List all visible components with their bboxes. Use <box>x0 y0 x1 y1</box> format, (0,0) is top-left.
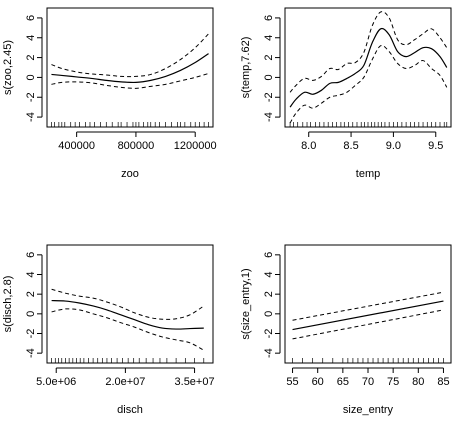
x-tick-label: 5.0e+06 <box>36 376 76 388</box>
x-tick-label: 70 <box>362 376 374 388</box>
y-tick-label: -2 <box>25 92 37 102</box>
plot-frame <box>46 244 214 364</box>
upper-confidence-band <box>292 291 444 321</box>
y-tick-label: 2 <box>25 55 37 61</box>
panel-temp: 8.0 8.5 9.0 9.5 -4 -2 0 2 4 6 temp s(temp,7.62) <box>240 7 452 180</box>
y-tick-label: 6 <box>263 252 275 258</box>
x-tick-label: 9.5 <box>428 140 443 152</box>
x-tick-label: 1200000 <box>174 140 217 152</box>
x-tick-label: 55 <box>286 376 298 388</box>
lower-confidence-band <box>51 72 209 89</box>
x-tick-label: 60 <box>312 376 324 388</box>
plot-area <box>51 33 209 89</box>
y-tick-label: -2 <box>263 329 275 339</box>
y-tick-label: 2 <box>263 55 275 61</box>
y-tick-label: -2 <box>263 92 275 102</box>
x-tick-label: 8.0 <box>301 140 316 152</box>
plot-area <box>292 291 444 340</box>
y-tick-label: -4 <box>25 348 37 358</box>
upper-confidence-band <box>51 288 205 320</box>
y-tick-label: 6 <box>25 252 37 258</box>
x-axis-title: size_entry <box>343 404 394 416</box>
y-axis-title: s(disch,2.8) <box>2 276 14 333</box>
upper-confidence-band <box>51 33 209 78</box>
x-axis-title: zoo <box>121 168 139 180</box>
y-tick-label: 2 <box>25 291 37 297</box>
y-tick-label: -4 <box>25 112 37 122</box>
upper-confidence-band <box>289 11 448 93</box>
x-tick-label: 800000 <box>118 140 155 152</box>
y-tick-label: 2 <box>263 291 275 297</box>
lower-confidence-band <box>292 309 444 340</box>
y-tick-label: 6 <box>263 15 275 21</box>
x-tick-label: 75 <box>387 376 399 388</box>
rug <box>292 358 444 363</box>
y-tick-label: 4 <box>263 271 275 277</box>
x-tick-label: 2.0e+07 <box>105 376 145 388</box>
plot-frame <box>284 7 452 128</box>
x-tick-label: 400000 <box>58 140 95 152</box>
y-tick-label: 0 <box>263 311 275 317</box>
x-tick-label: 80 <box>412 376 424 388</box>
y-tick-label: 0 <box>25 74 37 80</box>
x-tick-label: 9.0 <box>386 140 401 152</box>
x-tick-label: 8.5 <box>343 140 358 152</box>
y-tick-label: -4 <box>263 348 275 358</box>
panel-size-entry: 55 60 65 70 75 80 85 -4 -2 0 2 4 6 size_entry s(size_e… <box>240 244 452 416</box>
y-tick-label: 6 <box>25 15 37 21</box>
plot-frame <box>46 7 214 128</box>
y-tick-label: 0 <box>25 311 37 317</box>
y-axis-title: s(zoo,2.45) <box>2 40 14 95</box>
x-tick-label: 3.5e+07 <box>175 376 215 388</box>
x-tick-label: 65 <box>337 376 349 388</box>
y-axis-title: s(size_entry,1) <box>240 268 252 339</box>
y-tick-label: 4 <box>263 35 275 41</box>
y-tick-label: 0 <box>263 74 275 80</box>
lower-confidence-band <box>51 308 205 351</box>
x-tick-label: 85 <box>437 376 449 388</box>
rug <box>51 358 205 363</box>
y-tick-label: 4 <box>25 35 37 41</box>
panel-disch: 5.0e+06 2.0e+07 3.5e+07 -4 -2 0 2 4 6 disch s(disc… <box>2 244 215 416</box>
rug <box>51 122 209 127</box>
panel-zoo: 400000 800000 1200000 -4 -2 0 2 4 6 zoo s(zoo,2.45… <box>2 7 217 180</box>
plot-area <box>51 288 205 351</box>
rug <box>289 122 448 127</box>
smooth-fit-line <box>51 299 204 330</box>
x-axis-title: disch <box>117 404 143 416</box>
plot-area <box>289 11 448 124</box>
y-tick-label: 4 <box>25 271 37 277</box>
y-axis-title: s(temp,7.62) <box>240 37 252 99</box>
y-tick-label: -2 <box>25 329 37 339</box>
smooth-fit-line <box>289 27 448 108</box>
y-tick-label: -4 <box>263 112 275 122</box>
smooth-fit-line <box>51 53 209 84</box>
x-axis-title: temp <box>356 168 380 180</box>
smooth-fit-line <box>292 300 444 331</box>
lower-confidence-band <box>289 44 448 124</box>
